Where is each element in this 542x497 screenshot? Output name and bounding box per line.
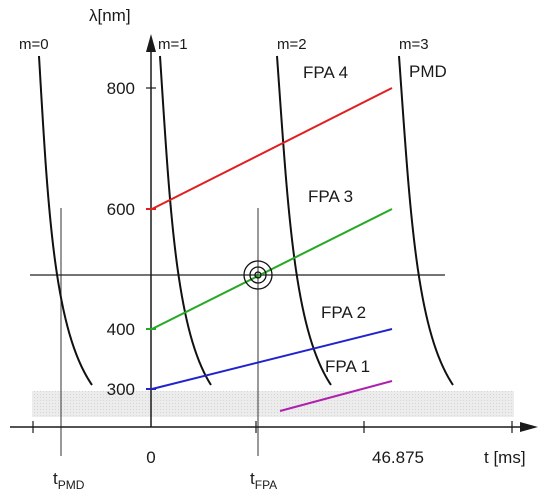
- y-tick-label-800: 800: [107, 79, 135, 98]
- y-tick-label-400: 400: [107, 320, 135, 339]
- shaded-band: [32, 391, 514, 417]
- t-pmd-label: tPMD: [53, 469, 85, 492]
- t-fpa-label: tFPA: [250, 469, 277, 492]
- x-axis-arrow-icon: [520, 422, 538, 432]
- order-label-m1: m=1: [158, 36, 188, 53]
- x-tick-label-0: 0: [146, 448, 155, 467]
- order-label-m0: m=0: [19, 36, 49, 53]
- y-tick-label-600: 600: [107, 200, 135, 219]
- order-label-m2: m=2: [277, 36, 307, 53]
- order-label-m3: m=3: [399, 36, 429, 53]
- y-tick-label-300: 300: [107, 380, 135, 399]
- order-curve-m2: [276, 55, 332, 386]
- order-curve-m0: [38, 55, 93, 386]
- pmd-label: PMD: [409, 62, 447, 81]
- fpa-1-label: FPA 1: [325, 357, 370, 376]
- fpa-2-label: FPA 2: [321, 303, 366, 322]
- fpa-4-line: [151, 87, 393, 210]
- x-axis-label: t [ms]: [484, 448, 526, 467]
- fpa-4-label: FPA 4: [303, 63, 348, 82]
- order-curve-m3: [398, 55, 454, 386]
- y-axis-arrow-icon: [146, 34, 156, 52]
- x-tick-label-46875: 46.875: [372, 448, 424, 467]
- fpa-2-line: [151, 328, 393, 390]
- target-icon: [243, 260, 273, 290]
- fpa-1-line: [279, 380, 393, 412]
- y-axis-label: λ[nm]: [89, 6, 131, 25]
- order-curve-m1: [159, 55, 212, 386]
- fpa-3-label: FPA 3: [308, 187, 353, 206]
- fpa-3-line: [151, 208, 393, 330]
